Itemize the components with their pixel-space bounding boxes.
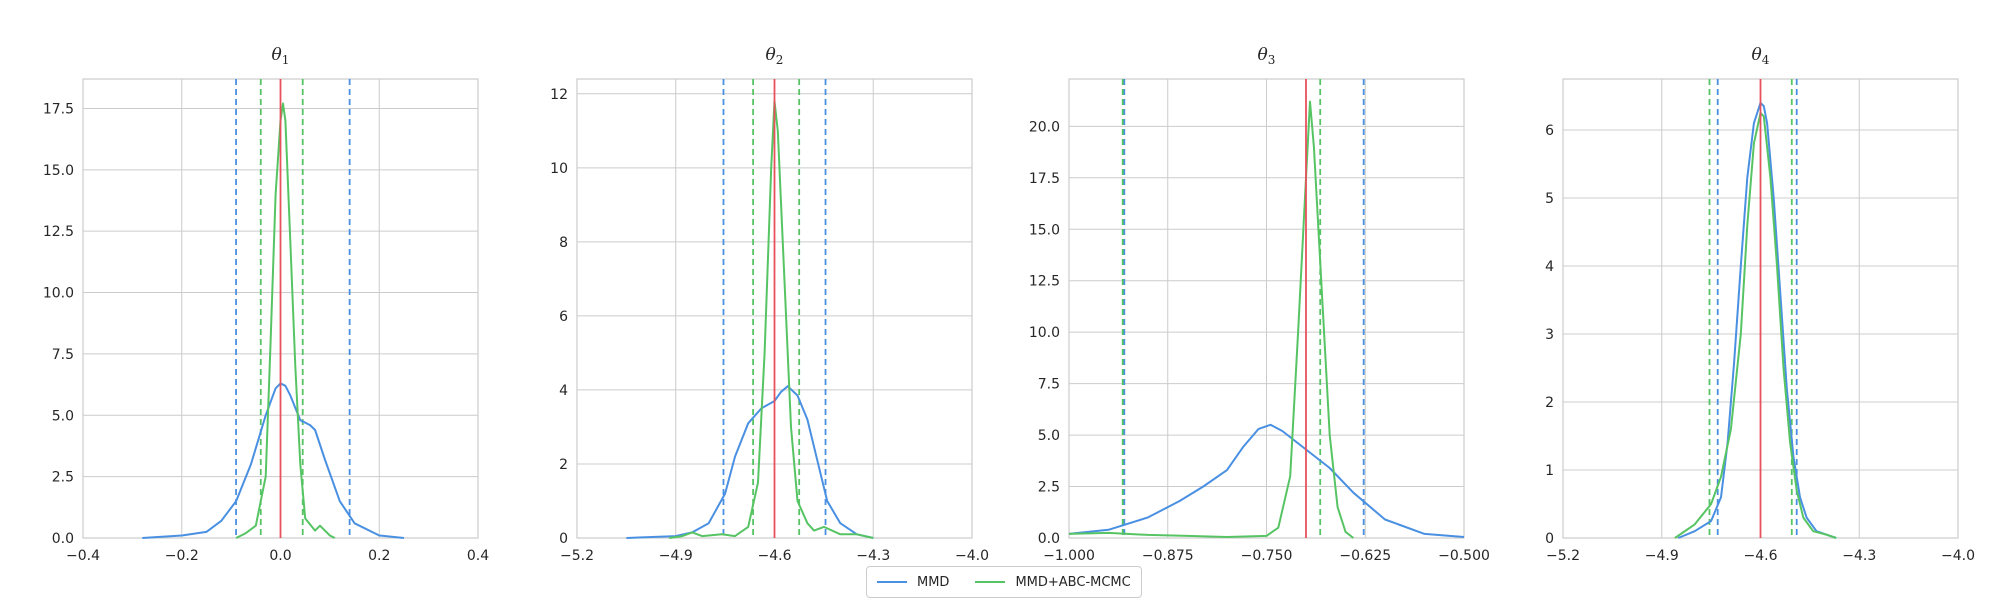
panel-2-ytick-label: 10 [550, 161, 568, 177]
panel-4-xtick-label: −5.2 [1546, 548, 1580, 564]
panel-1-xtick-label: −0.4 [66, 548, 100, 564]
panel-4-xtick-label: −4.6 [1744, 548, 1778, 564]
panel-1-title: θ1 [272, 45, 290, 67]
panel-4-ytick-label: 2 [1545, 395, 1554, 411]
panel-3-curve-mmd [1068, 423, 1465, 538]
legend-label-mmd: MMD [917, 574, 950, 590]
panel-2-xtick-label: −5.2 [560, 548, 594, 564]
panel-2-xtick-label: −4.6 [758, 548, 792, 564]
panel-3-ytick-label: 12.5 [1029, 274, 1060, 290]
panel-2-xtick-label: −4.0 [955, 548, 989, 564]
panel-4-ytick-label: 1 [1545, 463, 1554, 479]
panel-3-curve-abc [1068, 100, 1355, 539]
panel-3-title: θ3 [1258, 45, 1276, 67]
panel-3-xtick-label: −0.750 [1241, 548, 1293, 564]
panel-2-curve-abc [669, 100, 874, 539]
panel-4-ytick-label: 0 [1545, 531, 1554, 547]
panel-3-ytick-label: 20.0 [1029, 119, 1060, 135]
panel-2-curve-mmd [626, 385, 874, 539]
panel-3-ytick-label: 2.5 [1038, 480, 1060, 496]
panel-4-curve-abc [1674, 112, 1837, 539]
panel-1-xtick-label: −0.2 [165, 548, 199, 564]
panel-2-ytick-label: 2 [559, 457, 568, 473]
panel-1-xtick-label: 0.2 [368, 548, 390, 564]
panel-1-ytick-label: 0.0 [52, 531, 74, 547]
panel-2-ytick-label: 12 [550, 87, 568, 103]
panel-1: −0.4 −0.2 0.0 0.2 0.4 0.0 2.5 5.0 7.5 10.0 12.5 15.… [43, 45, 489, 564]
panel-1-ytick-label: 15.0 [43, 163, 74, 179]
legend-swatch-mmd [877, 581, 907, 583]
panel-4-ytick-label: 6 [1545, 123, 1554, 139]
panel-3-xtick-label: −0.500 [1438, 548, 1490, 564]
panel-2-ytick-label: 0 [559, 531, 568, 547]
panel-1-xtick-label: 0.0 [269, 548, 291, 564]
panel-4-xtick-label: −4.0 [1941, 548, 1975, 564]
panel-3-ytick-label: 17.5 [1029, 171, 1060, 187]
panel-3-ytick-label: 0.0 [1038, 531, 1060, 547]
panel-3-xtick-label: −0.875 [1142, 548, 1194, 564]
legend: MMD MMD+ABC-MCMC [866, 566, 1142, 598]
panel-4-ytick-label: 5 [1545, 191, 1554, 207]
panel-2-xtick-label: −4.3 [856, 548, 890, 564]
panel-4-title: θ4 [1752, 45, 1770, 67]
panel-2-xtick-label: −4.9 [659, 548, 693, 564]
panel-1-ytick-label: 5.0 [52, 408, 74, 424]
panel-3-ytick-label: 5.0 [1038, 428, 1060, 444]
panel-2-ytick-label: 6 [559, 309, 568, 325]
panel-2-ytick-label: 8 [559, 235, 568, 251]
panel-1-ytick-label: 10.0 [43, 286, 74, 302]
legend-swatch-abc [975, 581, 1006, 583]
legend-item-mmd: MMD [877, 575, 949, 590]
panel-3-ytick-label: 10.0 [1029, 325, 1060, 341]
panel-3-ytick-label: 7.5 [1038, 377, 1060, 393]
panel-3-xtick-label: −1.000 [1043, 548, 1095, 564]
panel-4-ytick-label: 4 [1545, 259, 1554, 275]
panel-1-ytick-label: 2.5 [52, 470, 74, 486]
panel-1-xtick-label: 0.4 [467, 548, 489, 564]
panel-4-xtick-label: −4.3 [1842, 548, 1876, 564]
legend-item-abc: MMD+ABC-MCMC [975, 574, 1131, 590]
panel-2-ytick-label: 4 [559, 383, 568, 399]
panel-4-xtick-label: −4.9 [1645, 548, 1679, 564]
panel-4-ytick-label: 3 [1545, 327, 1554, 343]
panel-2: −5.2 −4.9 −4.6 −4.3 −4.0 0 2 4 6 8 10 12 θ2 [550, 45, 989, 564]
panel-2-title: θ2 [766, 45, 784, 67]
panel-3: −1.000 −0.875 −0.750 −0.625 −0.500 0.0 2.5 5.0 7… [1029, 45, 1490, 564]
panel-3-xtick-label: −0.625 [1339, 548, 1391, 564]
panel-4-curve-mmd [1677, 101, 1837, 539]
panel-4: −5.2 −4.9 −4.6 −4.3 −4.0 0 1 2 3 4 5 6 θ4 [1545, 45, 1975, 564]
legend-label-abc: MMD+ABC-MCMC [1015, 574, 1131, 590]
panel-1-ytick-label: 12.5 [43, 224, 74, 240]
panel-1-ytick-label: 17.5 [43, 101, 74, 117]
panel-3-ytick-label: 15.0 [1029, 222, 1060, 238]
panel-1-curve-mmd [142, 382, 405, 539]
panel-1-ytick-label: 7.5 [52, 347, 74, 363]
panel-3-frame [1068, 78, 1465, 539]
panel-1-curve-abc [235, 102, 336, 539]
